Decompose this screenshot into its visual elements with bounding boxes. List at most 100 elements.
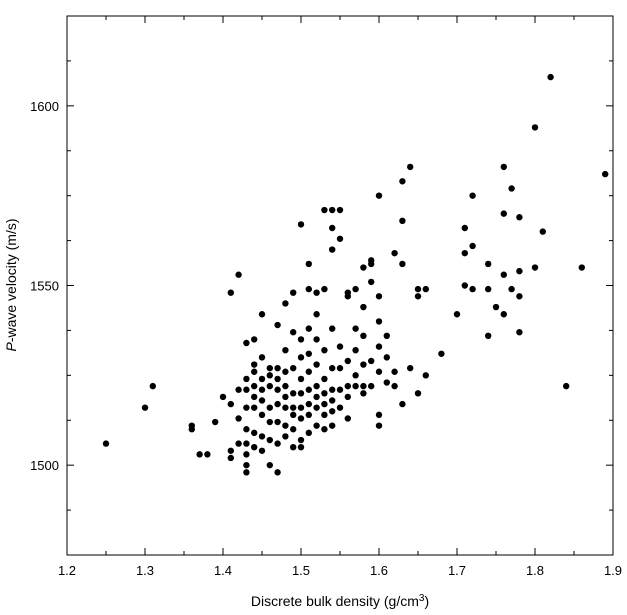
data-point xyxy=(282,422,289,429)
data-point xyxy=(602,170,609,178)
data-point xyxy=(461,282,468,289)
data-point xyxy=(282,433,289,440)
data-point xyxy=(360,382,367,390)
data-point xyxy=(297,390,305,397)
data-point xyxy=(243,404,250,411)
data-point xyxy=(274,440,281,447)
data-point xyxy=(305,400,312,408)
data-point xyxy=(258,375,266,383)
data-point xyxy=(399,400,406,408)
data-point xyxy=(407,364,414,372)
data-point xyxy=(251,444,258,451)
plot-frame xyxy=(66,15,614,556)
data-point xyxy=(251,404,258,411)
data-point xyxy=(235,415,242,422)
x-tick-label: 1.4 xyxy=(214,563,232,578)
data-point xyxy=(258,311,266,318)
data-point xyxy=(500,311,507,318)
data-point xyxy=(329,422,336,429)
data-point xyxy=(274,364,281,372)
data-point xyxy=(469,242,476,250)
data-point xyxy=(282,404,289,411)
data-point xyxy=(297,354,305,361)
data-point xyxy=(360,390,367,397)
data-point xyxy=(321,285,328,293)
data-point xyxy=(313,404,320,411)
data-point xyxy=(282,368,289,375)
data-point xyxy=(282,300,289,307)
data-point xyxy=(227,289,234,296)
data-point xyxy=(469,192,476,199)
data-point xyxy=(282,393,289,401)
data-point xyxy=(274,418,281,426)
data-point xyxy=(578,264,585,271)
x-axis-title: Discrete bulk density (g/cm3) xyxy=(251,593,429,610)
x-tick-label: 1.8 xyxy=(526,563,544,578)
data-point xyxy=(516,293,523,300)
data-point xyxy=(321,375,328,383)
y-tick-label: 1500 xyxy=(30,458,59,473)
data-point xyxy=(461,224,468,232)
data-point xyxy=(336,206,344,214)
data-point xyxy=(274,321,281,329)
data-point xyxy=(266,461,273,469)
data-point xyxy=(243,451,250,458)
data-point xyxy=(274,375,281,383)
data-point xyxy=(251,368,258,375)
data-point xyxy=(414,390,422,397)
data-point xyxy=(297,336,305,343)
data-point xyxy=(305,386,312,393)
data-point xyxy=(531,264,539,271)
data-point xyxy=(407,163,414,171)
x-tick-label: 1.5 xyxy=(292,563,310,578)
data-point xyxy=(243,461,250,469)
data-point xyxy=(305,285,312,293)
x-tick-label: 1.2 xyxy=(58,563,76,578)
data-point xyxy=(375,411,383,419)
data-point xyxy=(313,311,320,318)
data-point xyxy=(391,382,398,390)
data-point xyxy=(243,469,250,476)
data-point xyxy=(266,436,273,444)
data-point xyxy=(297,436,305,444)
data-point xyxy=(266,418,273,426)
data-point xyxy=(321,411,328,419)
data-point xyxy=(344,293,351,300)
data-point xyxy=(227,454,234,462)
data-point xyxy=(352,372,359,379)
y-tick-labels: 1500 1550 1600 xyxy=(30,99,59,473)
data-point xyxy=(305,368,312,375)
data-point xyxy=(274,400,281,408)
data-point xyxy=(266,364,273,372)
data-point xyxy=(375,343,383,350)
data-point xyxy=(321,400,328,408)
data-point xyxy=(290,426,297,433)
data-point xyxy=(227,400,234,408)
data-point xyxy=(329,386,336,393)
data-point xyxy=(344,393,351,401)
data-point xyxy=(313,422,320,429)
data-point xyxy=(383,354,390,361)
data-point xyxy=(305,350,312,357)
data-point xyxy=(305,325,312,332)
data-point xyxy=(563,382,570,390)
data-point xyxy=(297,415,305,422)
data-point xyxy=(297,375,305,383)
data-point xyxy=(282,382,289,390)
data-point xyxy=(375,293,383,300)
data-point xyxy=(414,285,422,293)
data-point xyxy=(336,235,344,242)
data-point xyxy=(258,397,266,404)
data-point xyxy=(352,382,359,390)
data-point xyxy=(485,332,492,340)
data-point xyxy=(352,285,359,293)
data-point xyxy=(360,361,367,368)
data-point xyxy=(399,260,406,268)
data-point xyxy=(360,303,367,311)
data-point xyxy=(336,404,344,411)
data-point xyxy=(266,382,273,390)
data-point xyxy=(149,382,156,390)
data-point xyxy=(368,357,375,365)
data-point xyxy=(251,393,258,401)
